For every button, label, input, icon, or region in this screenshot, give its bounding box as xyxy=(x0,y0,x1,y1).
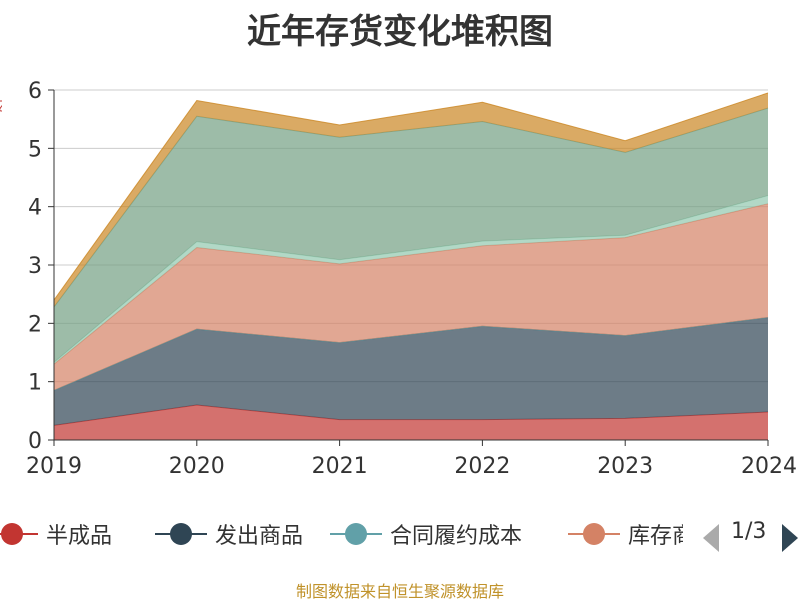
y-tick-label: 3 xyxy=(28,254,42,279)
x-tick-label: 2022 xyxy=(454,454,510,479)
area-series-1[interactable] xyxy=(54,317,768,426)
y-tick-label: 6 xyxy=(28,79,42,104)
legend-marker-icon xyxy=(0,514,38,554)
area-series-5[interactable] xyxy=(54,108,768,363)
legend-item[interactable]: 发出商品 xyxy=(155,514,303,554)
legend-prev-icon[interactable] xyxy=(703,524,719,552)
chart-title: 近年存货变化堆积图 xyxy=(247,12,553,52)
legend-label: 发出商品 xyxy=(215,524,304,549)
y-tick-label: 4 xyxy=(28,196,42,221)
y-axis-label: 亿 xyxy=(0,96,2,136)
y-tick-label: 1 xyxy=(28,371,42,396)
area-series-4[interactable] xyxy=(54,195,768,365)
y-tick-label: 0 xyxy=(28,429,42,454)
legend-item[interactable]: 库存商品 xyxy=(568,514,683,554)
x-tick-label: 2019 xyxy=(26,454,82,479)
legend-pager: 1/3 xyxy=(700,514,800,554)
legend-page-indicator: 1/3 xyxy=(731,519,767,544)
legend-next-icon[interactable] xyxy=(782,524,798,552)
legend-label: 合同履约成本 xyxy=(390,524,523,549)
x-tick-label: 2023 xyxy=(597,454,653,479)
y-tick-label: 2 xyxy=(28,312,42,337)
legend-item[interactable]: 半成品 xyxy=(0,514,112,554)
area-edge-6 xyxy=(53,92,769,301)
area-series-3[interactable] xyxy=(54,203,768,391)
x-tick-label: 2021 xyxy=(312,454,368,479)
legend-marker-icon xyxy=(330,514,382,554)
legend-marker-icon xyxy=(155,514,207,554)
data-source-note: 制图数据来自恒生聚源数据库 xyxy=(295,582,504,601)
y-tick-label: 5 xyxy=(28,137,42,162)
legend-label: 半成品 xyxy=(46,524,113,549)
area-series-0[interactable] xyxy=(54,405,768,440)
legend-item[interactable]: 合同履约成本 xyxy=(330,514,522,554)
legend: 半成品 发出商品 合同履约成本 库存商品 xyxy=(0,514,800,554)
x-tick-label: 2024 xyxy=(741,454,797,479)
x-tick-label: 2020 xyxy=(169,454,225,479)
legend-label: 库存商品 xyxy=(628,524,683,549)
legend-marker-icon xyxy=(568,514,620,554)
